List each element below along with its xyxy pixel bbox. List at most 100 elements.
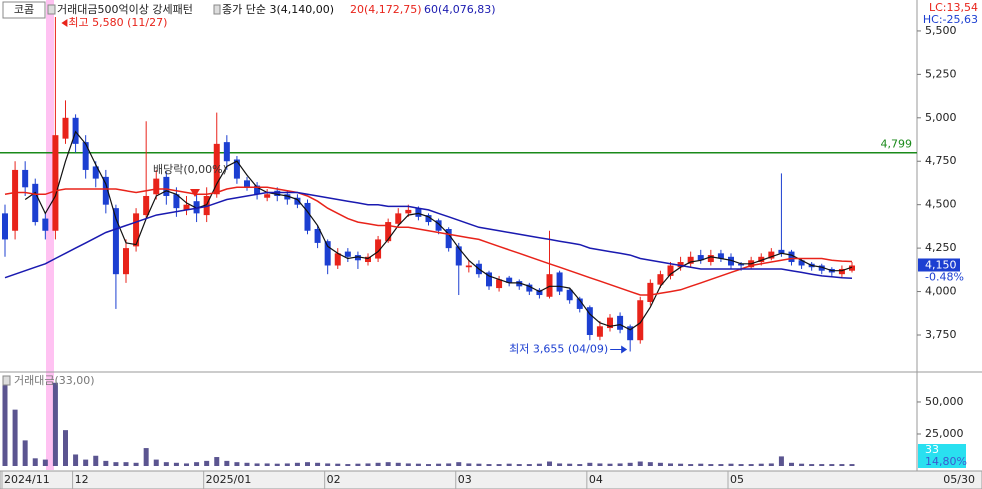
volume-bar: [839, 464, 845, 466]
candle-body: [344, 251, 351, 257]
volume-bar: [32, 458, 38, 466]
candle-body: [233, 159, 240, 179]
volume-bar: [284, 463, 290, 466]
volume-bar: [415, 463, 421, 466]
candle-body: [707, 255, 714, 263]
high-arrow: [61, 19, 68, 28]
candle-body: [102, 176, 109, 205]
candle-body: [838, 268, 845, 275]
candle-body: [42, 218, 49, 231]
legend-entry: 20(4,172,75): [350, 3, 422, 16]
volume-bar: [163, 462, 169, 466]
candle-body: [123, 248, 129, 275]
volume-bar: [496, 464, 502, 466]
volume-bar: [385, 462, 391, 466]
volume-bar: [597, 463, 603, 466]
dividend-marker: [190, 189, 200, 197]
candle-body: [627, 326, 634, 341]
candle-body: [92, 166, 99, 179]
volume-last-change: 14,80%: [925, 455, 967, 468]
volume-bar: [668, 463, 673, 466]
candle-body: [415, 208, 422, 217]
volume-bar: [375, 462, 381, 466]
volume-bar: [133, 462, 139, 466]
volume-bar: [647, 462, 653, 466]
volume-bar: [577, 464, 583, 466]
volume-bar: [829, 464, 835, 466]
volume-bar: [143, 448, 149, 466]
candle-body: [697, 255, 704, 261]
candle-body: [576, 298, 583, 309]
candle-body: [143, 195, 150, 216]
volume-bar: [103, 460, 109, 466]
volume-bar: [587, 462, 593, 466]
candle-body: [818, 265, 825, 271]
volume-bar: [184, 463, 189, 466]
candle-body: [112, 208, 119, 275]
volume-bar: [819, 464, 825, 466]
candle-body: [334, 253, 341, 266]
pattern-label: 거래대금500억이상 강세패턴: [57, 3, 193, 16]
candle-body: [455, 246, 462, 266]
volume-bar: [264, 463, 270, 466]
volume-bar: [476, 463, 482, 466]
x-tick-label: 12: [75, 473, 89, 486]
candle-body: [506, 277, 513, 283]
candle-body: [657, 274, 664, 285]
volume-bar: [113, 462, 119, 466]
volume-bar: [42, 459, 48, 466]
highlight-band: [46, 0, 54, 470]
volume-bar: [93, 455, 99, 466]
volume-bar: [657, 462, 663, 466]
candle-body: [798, 260, 805, 266]
volume-last-box: [918, 444, 966, 468]
candle-body: [768, 251, 775, 259]
candle-body: [2, 213, 8, 240]
volume-bar: [536, 463, 542, 466]
pattern-icon: [47, 4, 56, 15]
low-arrow: [621, 345, 628, 354]
x-tick-label: 04: [589, 473, 603, 486]
stock-box[interactable]: [2, 1, 46, 19]
low-label: 최저 3,655 (04/09): [509, 342, 608, 355]
candle-body: [385, 222, 392, 242]
level-label: 4,799: [881, 138, 913, 151]
candle-body: [264, 194, 271, 198]
y-tick-label: 3,750: [925, 328, 957, 341]
candle-body: [52, 135, 59, 231]
candle-body: [324, 241, 331, 266]
volume-bar: [234, 462, 240, 466]
volume-bar: [718, 464, 724, 466]
candle-body: [405, 209, 412, 214]
volume-last: 33: [925, 443, 939, 456]
candle-body: [22, 169, 29, 188]
x-tick-label: 02: [327, 473, 341, 486]
candle-body: [738, 263, 745, 266]
x-tick-label: 05: [730, 473, 744, 486]
volume-bar: [355, 463, 361, 466]
candle-body: [254, 185, 261, 195]
last-date: 05/30: [943, 473, 975, 486]
candle-body: [294, 197, 301, 205]
candle-body: [32, 183, 39, 223]
candle-body: [213, 143, 220, 195]
y-tick-label: 5,000: [925, 111, 957, 124]
candle-body: [536, 289, 543, 296]
candle-body: [586, 307, 593, 335]
candle-body: [546, 274, 553, 297]
y-tick-label: 4,250: [925, 241, 957, 254]
volume-bar: [526, 464, 532, 466]
volume-bar: [305, 462, 310, 466]
volume-bar: [516, 464, 522, 466]
legend-entry: 종가 단순 3(4,140,00): [222, 3, 334, 16]
candle-body: [173, 194, 180, 209]
y-tick-label: 5,500: [925, 24, 957, 37]
candle-body: [496, 279, 503, 289]
last-change: -0.48%: [925, 270, 964, 283]
volume-bar: [607, 463, 613, 466]
candle-body: [183, 204, 190, 210]
volume-bar: [506, 463, 512, 466]
volume-bar: [617, 463, 623, 466]
candle-body: [223, 142, 230, 162]
volume-bar: [738, 464, 744, 466]
